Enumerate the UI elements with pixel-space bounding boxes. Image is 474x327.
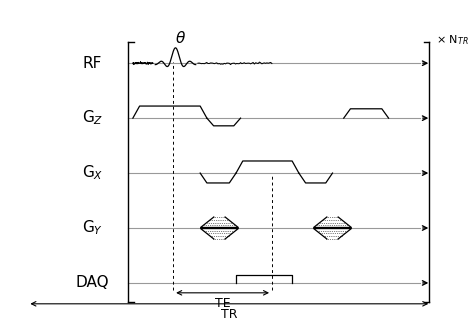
- Text: θ: θ: [175, 31, 185, 46]
- Text: × N$_{TR}$: × N$_{TR}$: [436, 33, 468, 47]
- Text: G$_Z$: G$_Z$: [82, 109, 103, 128]
- Text: TE: TE: [215, 297, 230, 310]
- Text: G$_Y$: G$_Y$: [82, 219, 103, 237]
- Text: TR: TR: [221, 308, 237, 321]
- Text: DAQ: DAQ: [76, 275, 109, 290]
- Text: G$_X$: G$_X$: [82, 164, 103, 182]
- Text: RF: RF: [83, 56, 102, 71]
